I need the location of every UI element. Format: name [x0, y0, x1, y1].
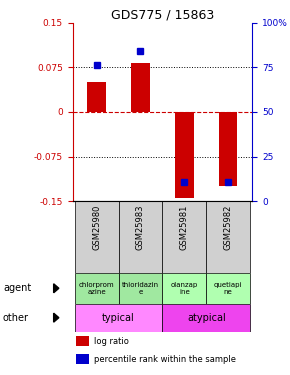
- Text: GSM25981: GSM25981: [180, 205, 189, 251]
- Text: typical: typical: [102, 313, 135, 322]
- Text: atypical: atypical: [187, 313, 226, 322]
- Polygon shape: [54, 313, 59, 322]
- Text: thioridazin
e: thioridazin e: [122, 282, 159, 294]
- Bar: [131, 63, 150, 112]
- Text: other: other: [3, 313, 29, 322]
- Text: olanzap
ine: olanzap ine: [171, 282, 198, 294]
- Text: agent: agent: [3, 283, 31, 293]
- Text: quetiapi
ne: quetiapi ne: [214, 282, 242, 294]
- Title: GDS775 / 15863: GDS775 / 15863: [111, 8, 214, 21]
- Bar: [162, 201, 206, 273]
- Text: chlorprom
azine: chlorprom azine: [79, 282, 115, 294]
- Bar: [75, 304, 162, 332]
- Bar: [75, 201, 119, 273]
- Bar: [162, 304, 250, 332]
- Bar: [175, 112, 193, 198]
- Text: percentile rank within the sample: percentile rank within the sample: [94, 355, 236, 364]
- Bar: [206, 201, 250, 273]
- Text: GSM25982: GSM25982: [224, 205, 233, 251]
- Text: GSM25983: GSM25983: [136, 205, 145, 251]
- Bar: [87, 82, 106, 112]
- Bar: [219, 112, 238, 186]
- Bar: [162, 273, 206, 304]
- Text: GSM25980: GSM25980: [92, 205, 101, 251]
- Bar: [75, 273, 119, 304]
- Polygon shape: [54, 284, 59, 293]
- Bar: [119, 273, 162, 304]
- Bar: [76, 336, 89, 346]
- Bar: [76, 354, 89, 364]
- Bar: [119, 201, 162, 273]
- Bar: [206, 273, 250, 304]
- Text: log ratio: log ratio: [94, 337, 129, 346]
